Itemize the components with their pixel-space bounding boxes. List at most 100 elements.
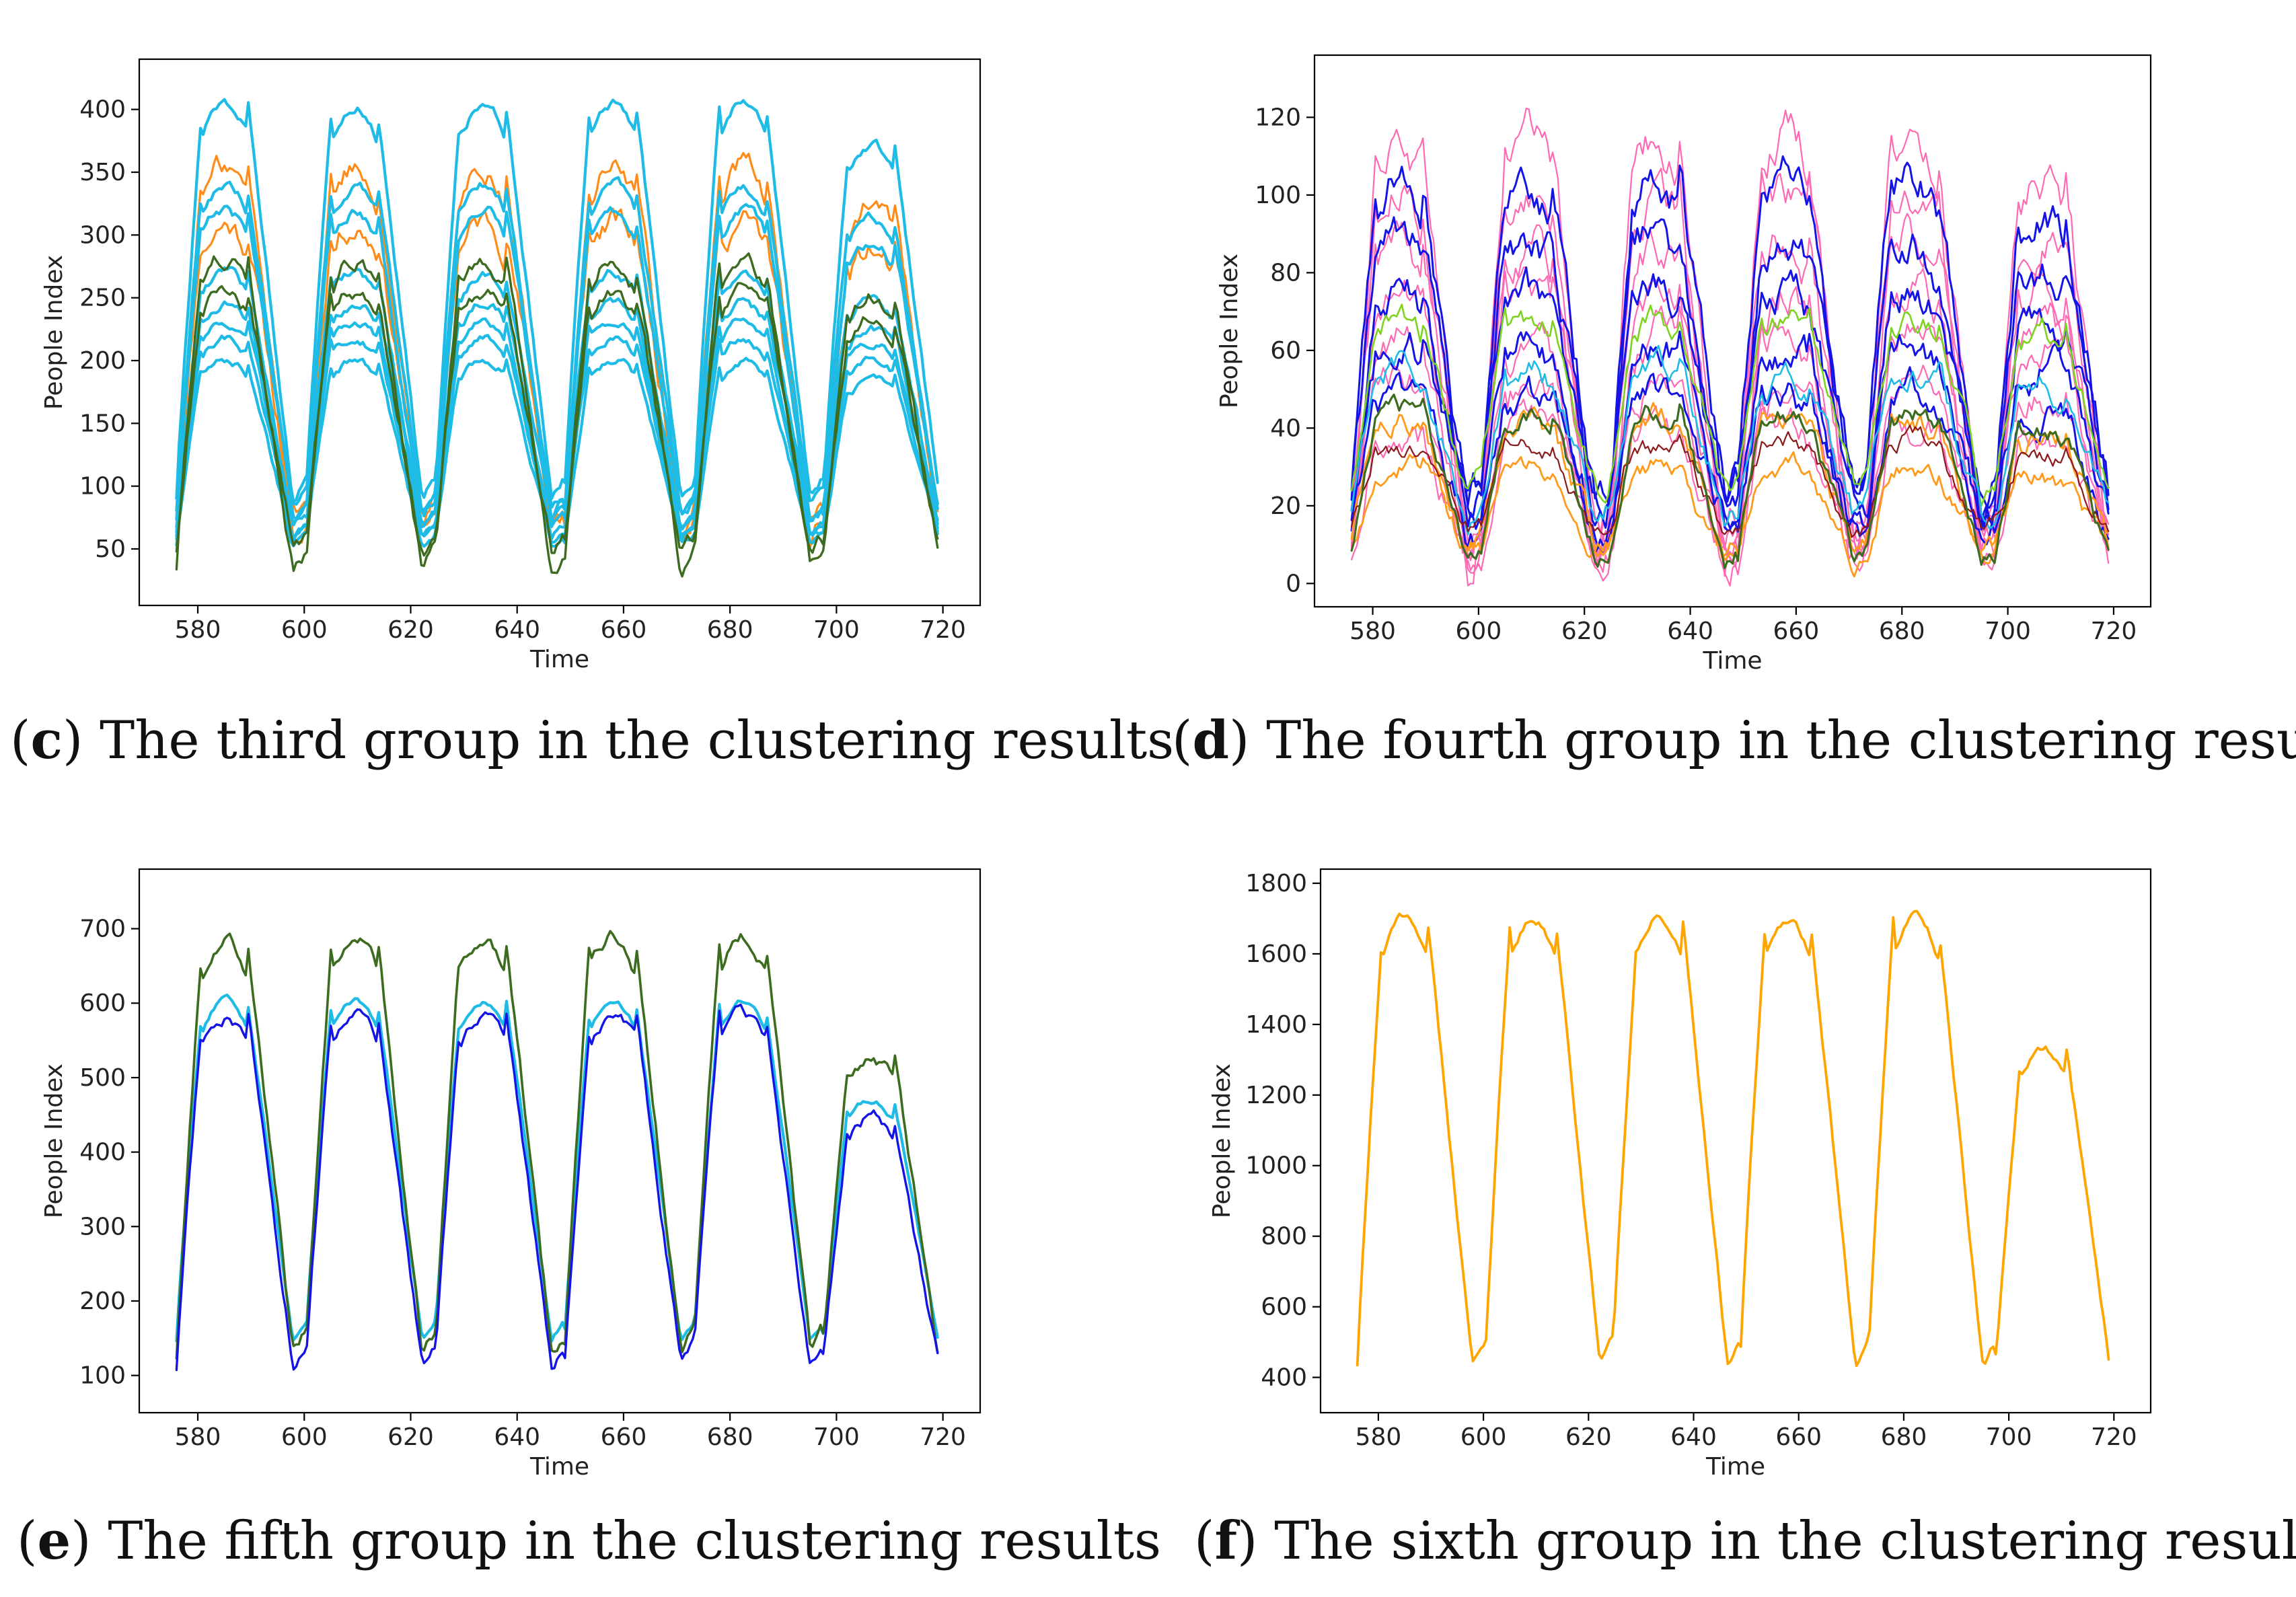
series-line-d-orange-2 [1350,451,2110,578]
x-tick-label-e: 640 [494,1423,540,1451]
x-tick-label-d: 600 [1456,618,1502,645]
y-tick-label-c: 250 [79,285,126,312]
y-axis-label-e: People Index [40,1064,68,1218]
caption-c: (c) The third group in the clustering re… [10,710,1175,771]
y-tick-label-e: 100 [79,1362,126,1390]
y-tick-label-d: 40 [1270,414,1301,442]
series-line-c-cyan-7 [175,334,939,544]
series-line-d-darkred-1 [1351,424,2110,538]
y-tick-label-f: 1600 [1245,940,1307,968]
x-tick-label-c: 720 [920,616,966,644]
y-tick-label-c: 300 [79,221,126,249]
chart-panel-e: 580 600 620 640 660 680 700 720 100 200 300 400 500 6… [40,868,982,1481]
caption-e: (e) The fifth group in the clustering re… [17,1510,1162,1571]
x-tick-label-d: 620 [1561,618,1608,645]
y-tick-label-e: 600 [79,990,126,1017]
series-line-d-orange-1 [1350,402,2110,559]
x-tick-label-c: 620 [387,616,434,644]
series-line-c-cyan-4 [175,266,939,531]
x-tick-label-d: 660 [1773,618,1820,645]
x-tick-label-f: 580 [1356,1423,1402,1451]
caption-text-d: The fourth group in the clustering resul… [1266,710,2296,771]
x-tick-label-e: 580 [175,1423,221,1451]
y-tick-label-f: 600 [1261,1294,1307,1321]
x-axis-label-f: Time [1705,1453,1765,1481]
x-tick-label-d: 640 [1667,618,1713,645]
series-group-c [175,98,939,578]
y-tick-label-d: 80 [1270,259,1301,287]
y-tick-label-c: 350 [79,159,126,186]
x-axis-label-e: Time [529,1453,589,1481]
series-line-d-cyan-1 [1350,344,2110,536]
x-tick-label-f: 600 [1460,1423,1507,1451]
y-tick-label-e: 400 [79,1139,126,1166]
y-tick-label-f: 1400 [1245,1011,1307,1039]
x-tick-label-c: 660 [601,616,647,644]
caption-text-f: The sixth group in the clustering result… [1274,1511,2296,1571]
y-tick-label-d: 120 [1255,104,1301,131]
y-tick-label-f: 800 [1261,1223,1307,1251]
series-line-d-lime-1 [1350,303,2110,507]
x-tick-label-f: 660 [1775,1423,1822,1451]
x-tick-label-f: 700 [1986,1423,2032,1451]
x-tick-label-f: 620 [1565,1423,1612,1451]
series-line-d-blue-3 [1350,266,2110,527]
y-tick-label-f: 1200 [1245,1082,1307,1109]
x-tick-label-e: 700 [813,1423,860,1451]
y-tick-label-d: 20 [1270,492,1301,520]
series-line-d-green-mean [1350,394,2110,570]
y-tick-label-c: 50 [95,535,126,563]
y-tick-label-c: 400 [79,96,126,124]
x-tick-label-c: 640 [494,616,540,644]
x-tick-label-e: 660 [601,1423,647,1451]
x-tick-label-e: 720 [920,1423,966,1451]
x-tick-label-c: 700 [813,616,860,644]
caption-letter-f: f [1214,1510,1237,1571]
caption-letter-d: d [1192,710,1229,771]
y-tick-label-f: 1000 [1245,1152,1307,1180]
x-tick-label-c: 580 [175,616,221,644]
series-line-e-cyan [175,993,939,1343]
y-tick-label-d: 60 [1270,337,1301,365]
x-tick-label-f: 720 [2091,1423,2137,1451]
plot-frame-f [1319,868,2152,1414]
y-tick-label-f: 1800 [1245,870,1307,897]
x-tick-label-d: 580 [1349,618,1396,645]
series-line-c-cyan-1 [175,98,939,504]
series-group-e [175,930,939,1372]
x-axis-label-d: Time [1702,647,1762,675]
y-axis-label-f: People Index [1208,1064,1236,1218]
x-tick-label-c: 680 [707,616,753,644]
caption-text-c: The third group in the clustering result… [100,710,1175,771]
series-line-c-cyan-2 [175,176,939,516]
series-line-d-blue-1 [1350,155,2110,531]
series-line-f-orange [1356,909,2110,1368]
x-tick-label-d: 720 [2091,618,2137,645]
caption-f: (f) The sixth group in the clustering re… [1194,1510,2296,1571]
chart-panel-c: 580 600 620 640 660 680 700 720 50 100 150 200 250 30… [40,58,982,673]
plot-frame-d [1313,54,2152,608]
y-tick-label-e: 300 [79,1213,126,1240]
caption-d: (d) The fourth group in the clustering r… [1172,710,2296,771]
x-tick-label-e: 620 [387,1423,434,1451]
series-line-e-blue [175,1003,939,1372]
y-axis-label-d: People Index [1216,254,1243,408]
y-tick-label-c: 200 [79,347,126,375]
series-line-c-green-1 [175,252,939,578]
series-line-e-green [175,930,939,1360]
x-tick-label-e: 680 [707,1423,753,1451]
y-tick-label-c: 100 [79,473,126,500]
y-tick-label-e: 200 [79,1288,126,1315]
y-tick-label-e: 500 [79,1064,126,1092]
y-axis-label-c: People Index [40,255,68,410]
x-tick-label-e: 600 [281,1423,328,1451]
caption-text-e: The fifth group in the clustering result… [108,1511,1162,1571]
y-tick-label-c: 150 [79,410,126,437]
y-tick-label-d: 100 [1255,182,1301,209]
chart-panel-f: 580 600 620 640 660 680 700 720 400 600 800 1000 120… [1208,868,2152,1481]
caption-letter-e: e [37,1510,71,1571]
y-tick-label-e: 700 [79,916,126,943]
x-tick-label-d: 680 [1879,618,1925,645]
series-group-d [1350,108,2110,587]
